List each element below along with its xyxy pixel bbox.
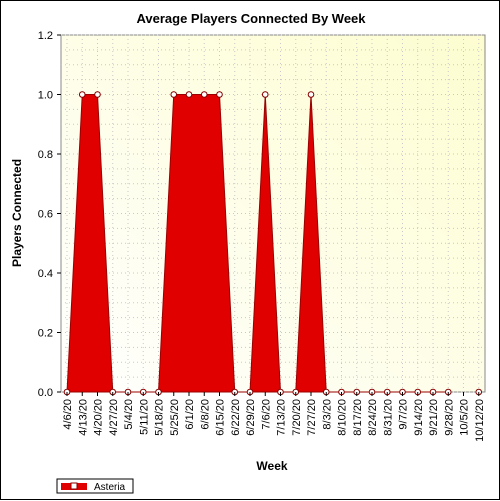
x-tick-label: 5/18/20 [154,399,166,436]
x-tick-label: 10/12/20 [474,399,486,442]
x-tick-label: 9/21/20 [428,399,440,436]
y-tick-label: 0.2 [38,328,53,340]
legend: Asteria [56,478,134,494]
data-point [78,91,86,98]
x-tick-label: 8/17/20 [352,399,364,436]
x-tick-label: 6/8/20 [199,399,211,430]
y-axis-label: Players Connected [10,159,24,267]
x-tick-label: 7/20/20 [291,399,303,436]
y-tick-label: 0.0 [38,387,53,399]
x-tick-label: 8/3/20 [321,399,333,430]
x-tick-label: 5/4/20 [123,399,135,430]
x-tick-label: 7/13/20 [276,399,288,436]
y-tick-label: 0.6 [38,209,53,221]
data-point [200,91,208,98]
data-point [94,91,101,98]
x-tick-label: 4/20/20 [93,399,105,436]
x-tick-label: 8/24/20 [367,399,379,436]
y-tick-label: 1.0 [38,90,53,102]
data-point [216,91,223,98]
data-point [170,91,178,98]
x-axis-ticks: 4/6/20 4/13/20 4/20/20 4/27/20 5/4/20 5/11/20… [62,392,486,442]
x-tick-label: 5/11/20 [138,399,150,435]
x-tick-label: 9/28/20 [443,399,455,436]
chart-title: Average Players Connected By Week [136,11,366,26]
x-tick-label: 6/22/20 [230,399,242,436]
x-tick-label: 6/15/20 [215,399,227,436]
data-point [185,91,193,98]
x-tick-label: 8/31/20 [382,399,394,436]
x-tick-label: 9/14/20 [413,399,425,436]
legend-label: Asteria [94,482,126,493]
y-tick-label: 1.2 [38,30,53,42]
x-tick-label: 9/7/20 [398,399,410,430]
x-tick-label: 8/10/20 [337,399,349,436]
x-tick-label: 10/5/20 [459,399,471,436]
x-tick-label: 5/25/20 [169,399,181,436]
y-axis-ticks: 0.0 0.2 0.4 0.6 0.8 1.0 1.2 [38,30,61,399]
data-point [307,91,315,98]
legend-marker [70,482,78,490]
x-tick-label: 7/27/20 [306,399,318,436]
y-tick-label: 0.4 [38,268,53,280]
x-tick-label: 4/13/20 [77,399,89,436]
x-tick-label: 7/6/20 [260,399,272,430]
y-tick-label: 0.8 [38,149,53,161]
x-tick-label: 6/29/20 [245,399,257,436]
data-point [261,91,269,98]
x-tick-label: 6/1/20 [184,399,196,430]
x-tick-label: 4/6/20 [62,399,74,430]
x-axis-label: Week [256,459,287,473]
x-tick-label: 4/27/20 [108,399,120,436]
